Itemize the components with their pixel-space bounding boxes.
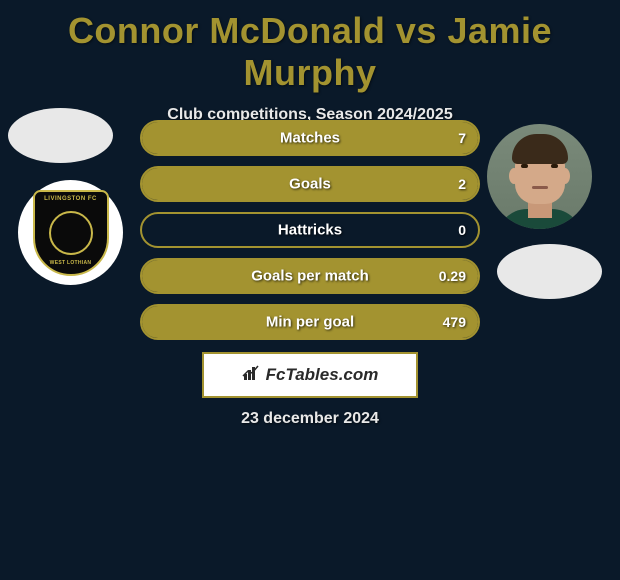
stat-row-hattricks: Hattricks 0 — [140, 212, 480, 248]
brand-label: FcTables.com — [266, 365, 379, 385]
player-left-club-badge: LIVINGSTON FC WEST LOTHIAN — [18, 180, 123, 285]
stat-label: Hattricks — [278, 222, 342, 239]
stat-label: Goals — [289, 176, 331, 193]
player-right-avatar — [487, 124, 592, 229]
player-right-club-badge — [497, 244, 602, 299]
shield-icon: LIVINGSTON FC WEST LOTHIAN — [33, 190, 109, 276]
stats-container: Matches 7 Goals 2 Hattricks 0 Goals per … — [140, 120, 480, 350]
stat-label: Matches — [280, 130, 340, 147]
stat-label: Min per goal — [266, 314, 354, 331]
stat-right-value: 479 — [443, 314, 466, 330]
stat-row-goals: Goals 2 — [140, 166, 480, 202]
date-label: 23 december 2024 — [0, 410, 620, 428]
page-title: Connor McDonald vs Jamie Murphy — [0, 0, 620, 94]
stat-right-value: 0.29 — [439, 268, 466, 284]
stat-label: Goals per match — [251, 268, 369, 285]
stat-row-matches: Matches 7 — [140, 120, 480, 156]
bar-chart-icon — [242, 364, 262, 387]
stat-right-value: 0 — [458, 222, 466, 238]
stat-right-value: 7 — [458, 130, 466, 146]
player-left-avatar — [8, 108, 113, 163]
badge-text-top: LIVINGSTON FC — [35, 196, 107, 202]
stat-right-value: 2 — [458, 176, 466, 192]
stat-row-min-per-goal: Min per goal 479 — [140, 304, 480, 340]
stat-row-goals-per-match: Goals per match 0.29 — [140, 258, 480, 294]
brand-box[interactable]: FcTables.com — [202, 352, 418, 398]
badge-text-bottom: WEST LOTHIAN — [35, 260, 107, 266]
